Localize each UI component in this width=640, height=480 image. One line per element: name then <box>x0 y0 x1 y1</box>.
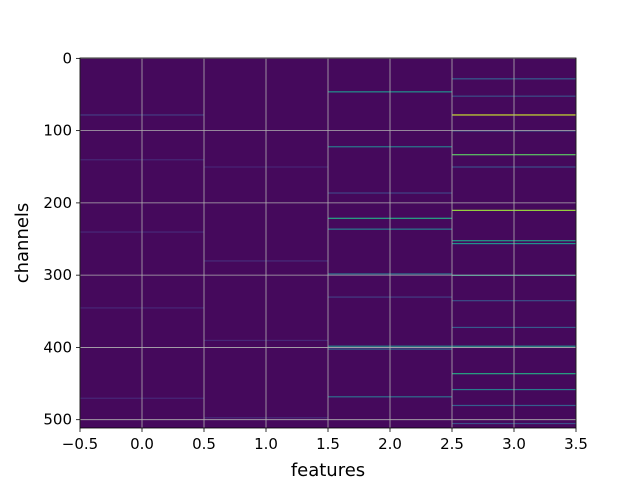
x-tick-label: 2.0 <box>378 435 402 453</box>
y-axis-label: channels <box>12 203 33 284</box>
y-tick-label: 0 <box>62 49 72 67</box>
y-tick-label: 200 <box>43 194 72 212</box>
y-tick-label: 400 <box>43 338 72 356</box>
y-tick-label: 500 <box>43 411 72 429</box>
x-tick-label: 1.0 <box>254 435 278 453</box>
y-axis-ticks: 0 100 200 300 400 500 <box>43 49 80 429</box>
x-axis-label: features <box>291 460 365 480</box>
x-tick-label: 2.5 <box>440 435 464 453</box>
x-tick-label: 1.5 <box>316 435 340 453</box>
x-tick-label: −0.5 <box>62 435 98 453</box>
x-tick-label: 3.0 <box>502 435 526 453</box>
y-tick-label: 100 <box>43 122 72 140</box>
x-tick-label: 0.5 <box>192 435 216 453</box>
y-tick-label: 300 <box>43 266 72 284</box>
x-axis-ticks: −0.5 0.0 0.5 1.0 1.5 2.0 2.5 3.0 3.5 <box>62 428 588 453</box>
x-tick-label: 3.5 <box>564 435 588 453</box>
x-tick-label: 0.0 <box>130 435 154 453</box>
